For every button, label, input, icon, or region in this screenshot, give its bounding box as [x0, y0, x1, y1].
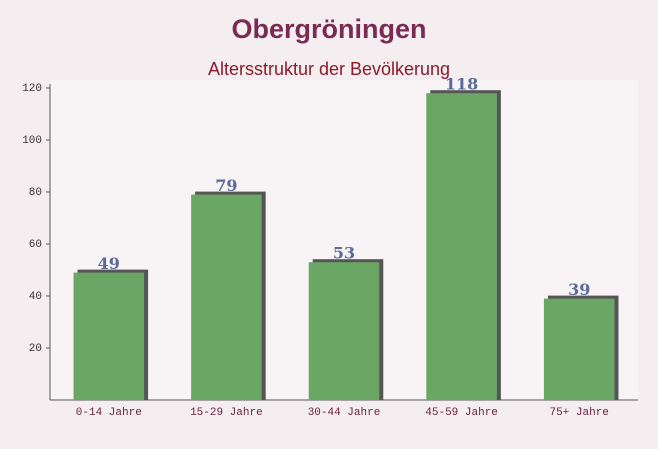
value-label: 53 [333, 244, 355, 263]
y-tick-label: 40 [29, 291, 42, 303]
x-tick-label: 15-29 Jahre [190, 407, 263, 419]
bar [426, 93, 497, 400]
chart-title: Obergröningen [232, 14, 427, 44]
x-tick-label: 75+ Jahre [549, 407, 608, 419]
y-tick-label: 20 [29, 343, 42, 355]
bar [191, 194, 262, 400]
value-label: 79 [215, 176, 237, 195]
y-tick-label: 60 [29, 239, 42, 251]
value-label: 49 [98, 254, 120, 273]
x-tick-label: 30-44 Jahre [308, 407, 381, 419]
y-tick-label: 120 [22, 83, 42, 95]
x-tick-label: 45-59 Jahre [425, 407, 498, 419]
value-label: 39 [568, 280, 590, 299]
chart-subtitle: Altersstruktur der Bevölkerung [208, 59, 450, 79]
y-tick-label: 100 [22, 135, 42, 147]
bar [73, 272, 145, 400]
bar [308, 262, 380, 400]
value-label: 118 [445, 75, 478, 94]
bar [543, 298, 615, 400]
y-tick-label: 80 [29, 187, 42, 199]
x-tick-label: 0-14 Jahre [76, 407, 142, 419]
